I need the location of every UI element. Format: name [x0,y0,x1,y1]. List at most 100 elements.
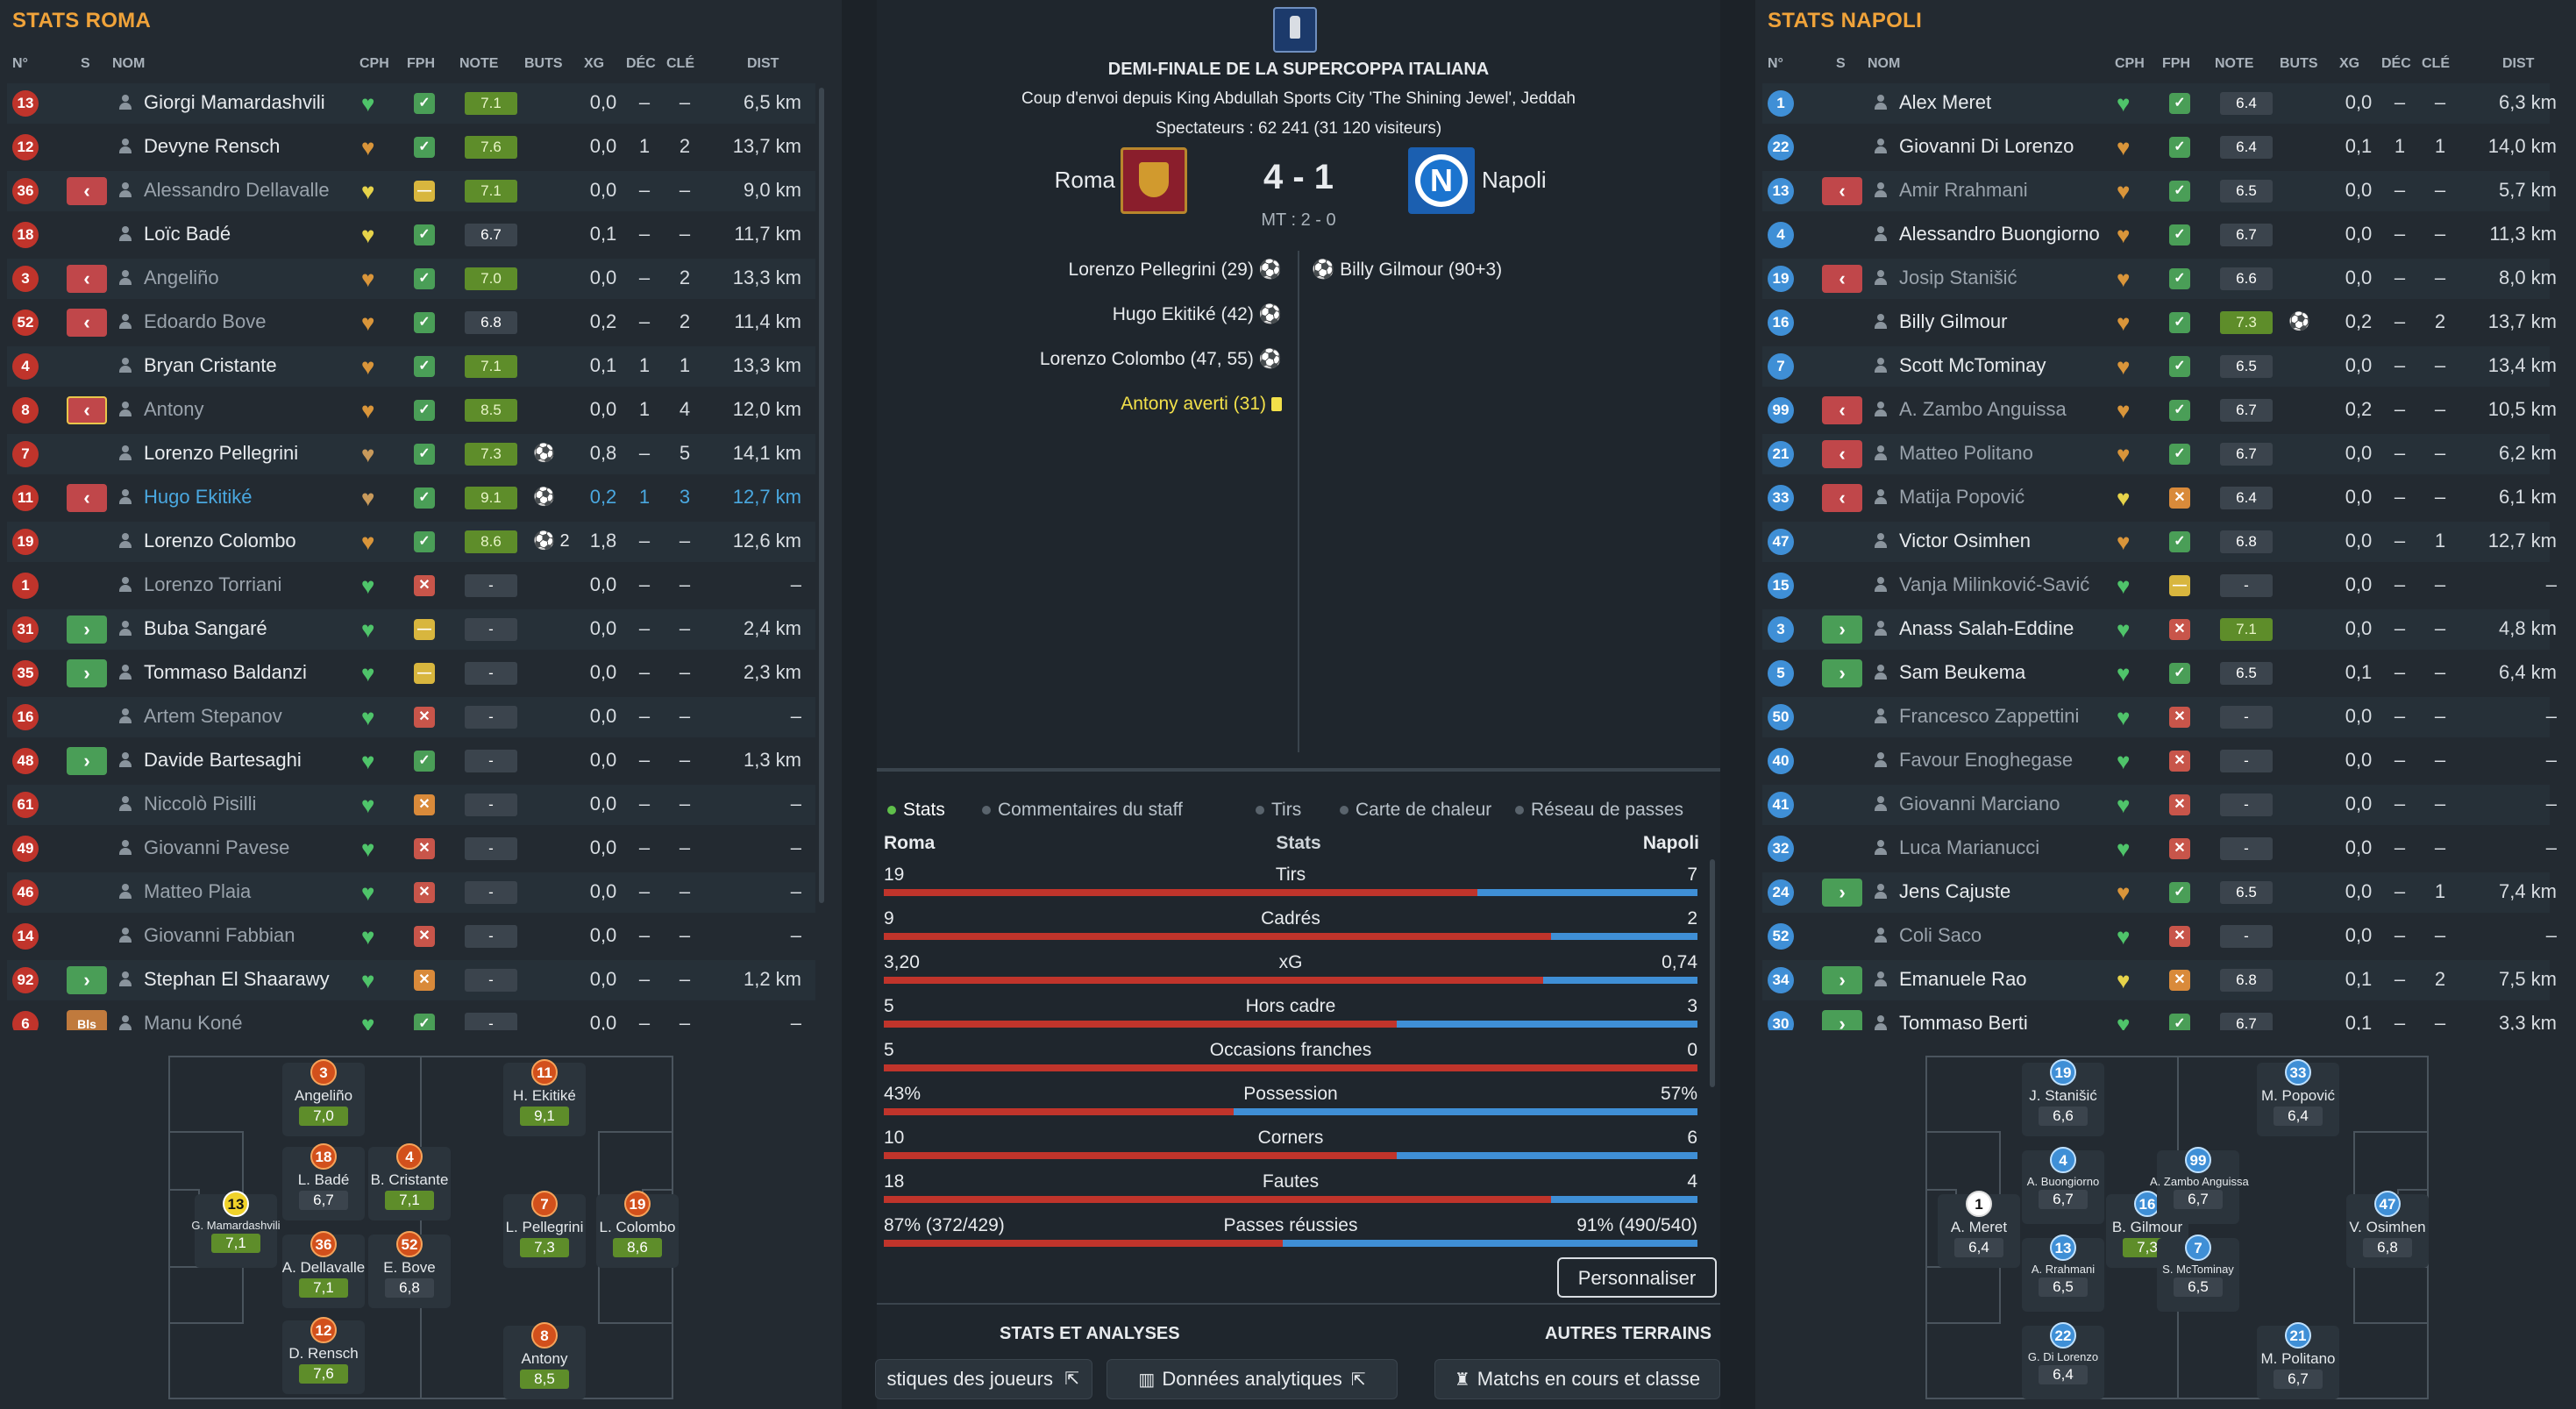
player-name[interactable]: Jens Cajuste [1899,880,2011,902]
table-row[interactable]: 15 Vanja Milinković-Savić ♥ — -0,0– – – [1762,566,2557,606]
player-name[interactable]: Amir Rrahmani [1899,179,2028,201]
table-row[interactable]: 48 › Davide Bartesaghi ♥ ✓ -0,0– –1,3 km [7,741,815,781]
player-name[interactable]: Antony [144,398,204,420]
table-row[interactable]: 19 ‹ Josip Stanišić ♥ ✓ 6.6 0,0– –8,0 km [1762,259,2557,299]
player-name[interactable]: Giovanni Fabbian [144,924,295,946]
col-dist[interactable]: DIST [747,56,779,71]
table-row[interactable]: 34 › Emanuele Rao ♥ ✕ 6.8 0,1– 2 7,5 km [1762,960,2557,1000]
formation-player[interactable]: 33 M. Popović 6,4 [2250,1059,2346,1126]
table-row[interactable]: 7 Scott McTominay ♥ ✓ 6.5 0,0– –13,4 km [1762,346,2557,387]
table-row[interactable]: 22 Giovanni Di Lorenzo ♥ ✓ 6.4 0,1 1 1 14,0 km [1762,127,2557,167]
col-cle[interactable]: CLÉ [2422,56,2450,71]
col-dec[interactable]: DÉC [626,56,656,71]
table-row[interactable]: 50 Francesco Zappettini ♥ ✕ -0,0– – – [1762,697,2557,737]
table-row[interactable]: 1 Lorenzo Torriani ♥ ✕ -0,0– – – [7,566,815,606]
formation-player[interactable]: 8 Antony 8,5 [496,1322,593,1389]
formation-player[interactable]: 7 S. McTominay 6,5 [2150,1235,2246,1297]
col-cle[interactable]: CLÉ [666,56,694,71]
table-row[interactable]: 61 Niccolò Pisilli ♥ ✕ -0,0– – – [7,785,815,825]
analytics-button[interactable]: ▥ Données analytiques ⇱ [1107,1359,1398,1399]
table-row[interactable]: 13 ‹ Amir Rrahmani ♥ ✓ 6.5 0,0– –5,7 km [1762,171,2557,211]
formation-player[interactable]: 13 G. Mamardashvili 7,1 [188,1191,284,1253]
table-row[interactable]: 14 Giovanni Fabbian ♥ ✕ -0,0– – – [7,916,815,957]
table-row[interactable]: 52 ‹ Edoardo Bove ♥ ✓ 6.8 0,2– 2 11,4 km [7,302,815,343]
table-row[interactable]: 30 › Tommaso Berti ♥ ✓ 6.7 0,1 – – 3,3 km [1762,1004,2557,1030]
player-name[interactable]: Loïc Badé [144,223,231,245]
player-name[interactable]: Lorenzo Colombo [144,530,296,552]
col-nom[interactable]: NOM [1868,56,1901,71]
player-name[interactable]: Buba Sangaré [144,617,267,639]
col-fph[interactable]: FPH [407,56,435,71]
table-row[interactable]: 33 ‹ Matija Popović ♥ ✕ 6.4 0,0– –6,1 km [1762,478,2557,518]
home-team-name[interactable]: Roma [1054,167,1115,193]
player-name[interactable]: Francesco Zappettini [1899,705,2080,727]
player-name[interactable]: Alessandro Dellavalle [144,179,330,201]
table-row[interactable]: 21 ‹ Matteo Politano ♥ ✓ 6.7 0,0– –6,2 km [1762,434,2557,474]
player-name[interactable]: Lorenzo Pellegrini [144,442,299,464]
formation-player[interactable]: 99 A. Zambo Anguissa 6,7 [2150,1147,2249,1209]
table-row[interactable]: 32 Luca Marianucci ♥ ✕ -0,0– – – [1762,829,2557,869]
col-fph[interactable]: FPH [2162,56,2190,71]
table-row[interactable]: 12 Devyne Rensch ♥ ✓ 7.6 0,0 1 2 13,7 km [7,127,815,167]
player-name[interactable]: Coli Saco [1899,924,1982,946]
player-name[interactable]: Artem Stepanov [144,705,282,727]
live-matches-button[interactable]: ♜ Matchs en cours et classe [1434,1359,1720,1399]
player-name[interactable]: Angeliño [144,267,219,288]
col-note[interactable]: NOTE [2215,56,2254,71]
player-name[interactable]: Sam Beukema [1899,661,2026,683]
customize-button[interactable]: Personnaliser [1557,1257,1717,1298]
table-row[interactable]: 1 Alex Meret ♥ ✓ 6.4 0,0– –6,3 km [1762,83,2557,124]
formation-player[interactable]: 4 B. Cristante 7,1 [361,1143,458,1210]
col-dist[interactable]: DIST [2502,56,2535,71]
player-name[interactable]: Alessandro Buongiorno [1899,223,2100,245]
player-name[interactable]: Davide Bartesaghi [144,749,302,771]
player-name[interactable]: Manu Koné [144,1012,243,1030]
player-name[interactable]: Devyne Rensch [144,135,281,157]
table-row[interactable]: 99 ‹ A. Zambo Anguissa ♥ ✓ 6.7 0,2– –10,5 km [1762,390,2557,431]
formation-player[interactable]: 19 J. Stanišić 6,6 [2015,1059,2111,1126]
table-row[interactable]: 19 Lorenzo Colombo ♥ ✓ 8.6 ⚽ 2 1,8– –12,6 km [7,522,815,562]
table-row[interactable]: 35 › Tommaso Baldanzi ♥ — -0,0– –2,3 km [7,653,815,694]
player-stats-button[interactable]: stiques des joueurs ⇱ [875,1359,1092,1399]
col-num[interactable]: N° [12,56,28,71]
table-row[interactable]: 18 Loïc Badé ♥ ✓ 6.7 0,1– –11,7 km [7,215,815,255]
table-row[interactable]: 46 Matteo Plaia ♥ ✕ -0,0– – – [7,872,815,913]
table-row[interactable]: 5 › Sam Beukema ♥ ✓ 6.5 0,1– –6,4 km [1762,653,2557,694]
roma-crest-icon[interactable] [1121,147,1187,214]
player-name[interactable]: Giovanni Marciano [1899,793,2060,815]
player-name[interactable]: Giorgi Mamardashvili [144,91,325,113]
table-row[interactable]: 7 Lorenzo Pellegrini ♥ ✓ 7.3 ⚽ 0,8– 5 14,1 km [7,434,815,474]
table-row[interactable]: 16 Billy Gilmour ♥ ✓ 7.3 ⚽ 0,2– 2 13,7 km [1762,302,2557,343]
player-name[interactable]: Lorenzo Torriani [144,573,282,595]
col-s[interactable]: S [81,56,90,71]
player-name[interactable]: Luca Marianucci [1899,836,2040,858]
col-buts[interactable]: BUTS [2280,56,2318,71]
formation-player[interactable]: 3 Angeliño 7,0 [275,1059,372,1126]
formation-player[interactable]: 36 A. Dellavalle 7,1 [275,1231,372,1298]
table-row[interactable]: 4 Alessandro Buongiorno ♥ ✓ 6.7 0,0– –11,3 km [1762,215,2557,255]
player-name[interactable]: Scott McTominay [1899,354,2046,376]
table-scrollbar[interactable] [819,88,824,903]
formation-player[interactable]: 21 M. Politano 6,7 [2250,1322,2346,1389]
table-row[interactable]: 11 ‹ Hugo Ekitiké ♥ ✓ 9.1 ⚽ 0,2 1 3 12,7 km [7,478,815,518]
table-row[interactable]: 16 Artem Stepanov ♥ ✕ -0,0– – – [7,697,815,737]
col-cph[interactable]: CPH [359,56,389,71]
table-row[interactable]: 52 Coli Saco ♥ ✕ -0,0– – – [1762,916,2557,957]
table-row[interactable]: 3 › Anass Salah-Eddine ♥ ✕ 7.1 0,0– –4,8 km [1762,609,2557,650]
player-name[interactable]: Hugo Ekitiké [144,486,253,508]
formation-player[interactable]: 7 L. Pellegrini 7,3 [496,1191,593,1257]
player-name[interactable]: Matija Popović [1899,486,2025,508]
table-row[interactable]: 92 › Stephan El Shaarawy ♥ ✕ -0,0– –1,2 km [7,960,815,1000]
table-row[interactable]: 31 › Buba Sangaré ♥ — -0,0– –2,4 km [7,609,815,650]
player-name[interactable]: Alex Meret [1899,91,1992,113]
player-name[interactable]: Tommaso Baldanzi [144,661,307,683]
napoli-crest-icon[interactable]: N [1408,147,1475,214]
player-name[interactable]: Bryan Cristante [144,354,277,376]
player-name[interactable]: Anass Salah-Eddine [1899,617,2074,639]
table-row[interactable]: 40 Favour Enoghegase ♥ ✕ -0,0– – – [1762,741,2557,781]
table-row[interactable]: 36 ‹ Alessandro Dellavalle ♥ —7.1 0,0– –9,0 km [7,171,815,211]
table-row[interactable]: 24 › Jens Cajuste ♥ ✓ 6.5 0,0– 1 7,4 km [1762,872,2557,913]
player-name[interactable]: Vanja Milinković-Savić [1899,573,2090,595]
formation-player[interactable]: 22 G. Di Lorenzo 6,4 [2015,1322,2111,1384]
player-name[interactable]: Matteo Politano [1899,442,2033,464]
